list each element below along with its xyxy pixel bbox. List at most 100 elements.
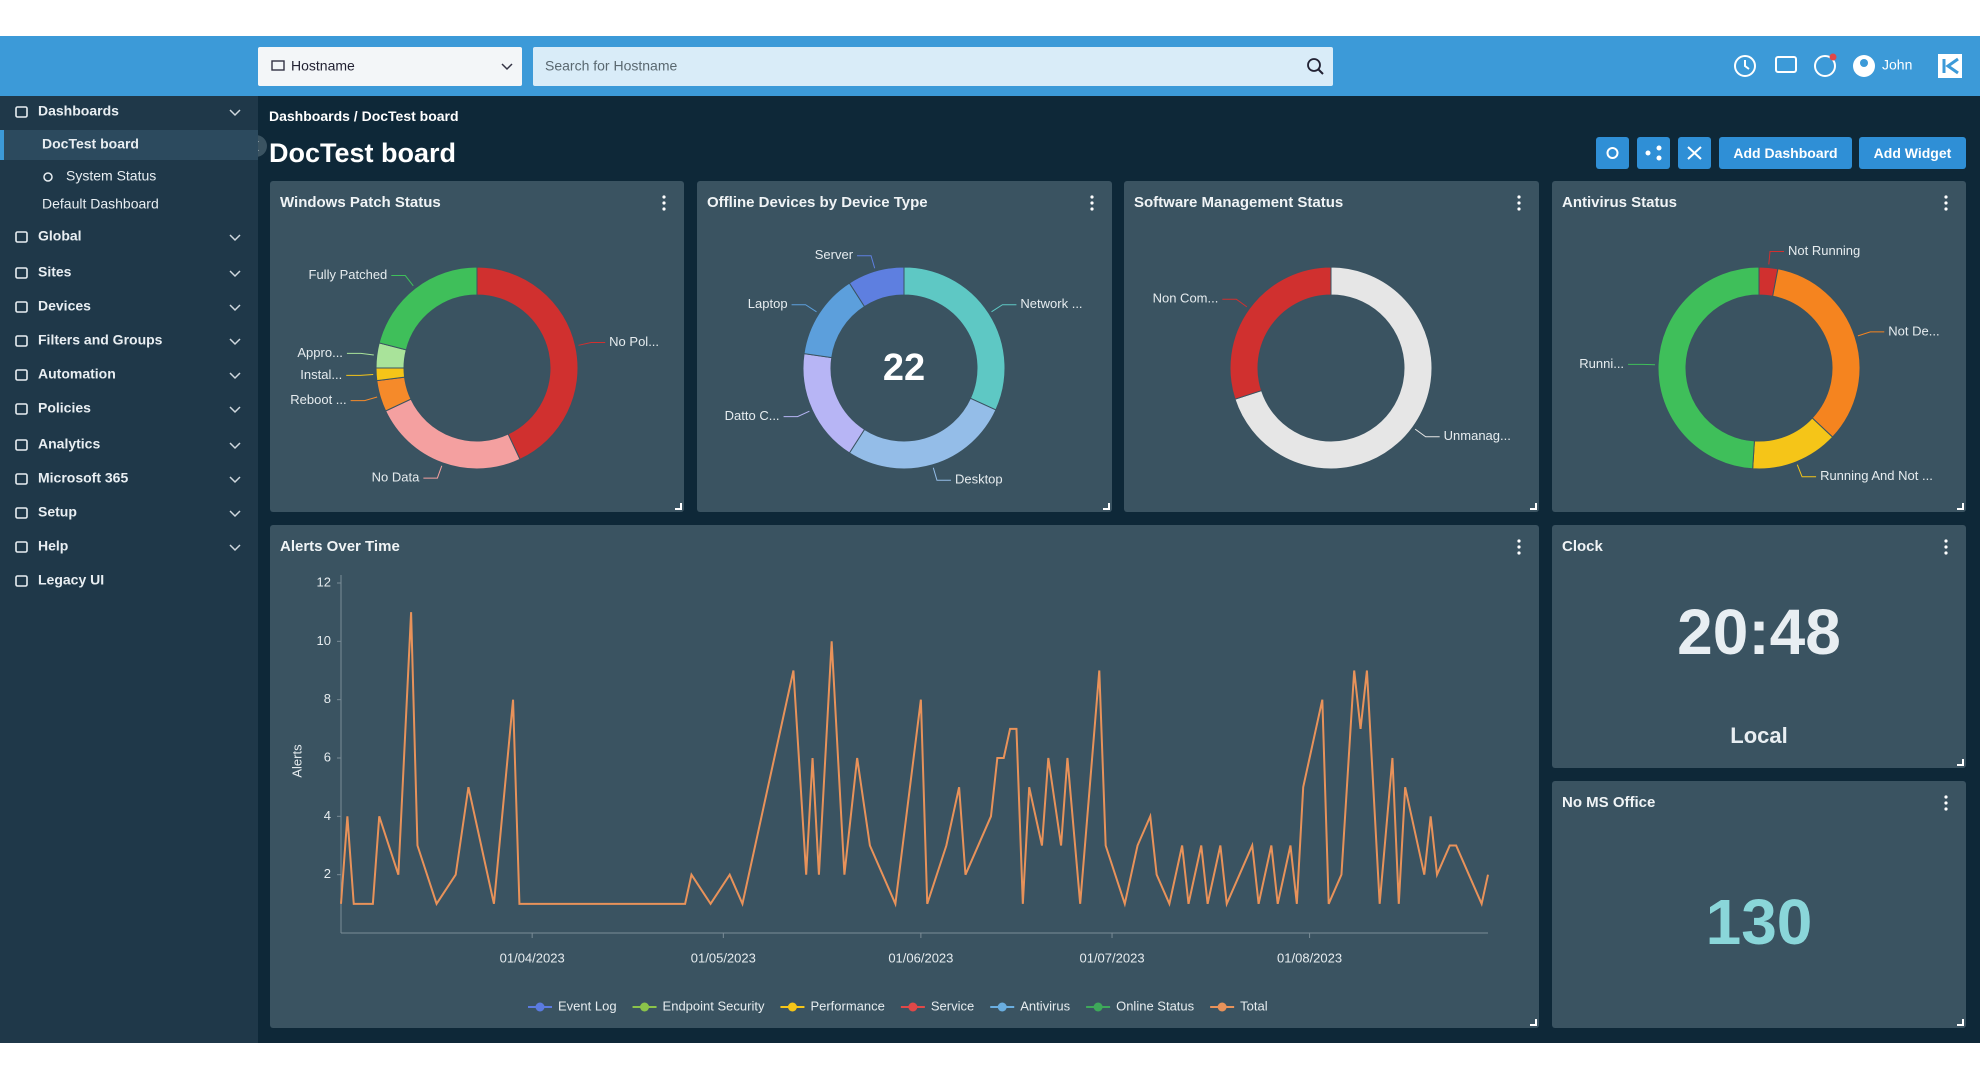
sidebar-label: Setup: [38, 504, 77, 520]
resize-handle[interactable]: [1530, 1019, 1537, 1026]
share-node: [1656, 155, 1662, 161]
sidebar-item[interactable]: System Status: [0, 162, 258, 192]
search-box[interactable]: Search for Hostname: [533, 47, 1333, 86]
sidebar-item-graphics: DocTest board: [42, 136, 139, 152]
widget-menu-dot[interactable]: [1517, 539, 1521, 543]
widget-menu-dot[interactable]: [1090, 201, 1094, 205]
resize-handle[interactable]: [1530, 503, 1537, 510]
leader-line: [346, 352, 374, 356]
legend-label[interactable]: Endpoint Security: [663, 998, 765, 1013]
resize-handle[interactable]: [1957, 503, 1964, 510]
sidebar-item[interactable]: Analytics: [0, 430, 258, 460]
sidebar-item[interactable]: Legacy UI: [0, 566, 258, 596]
slice-label: Desktop: [955, 472, 1003, 487]
widget-menu-dot[interactable]: [1517, 201, 1521, 205]
widget-menu-dot[interactable]: [1944, 801, 1948, 805]
leader-line: [1796, 464, 1817, 478]
y-axis-label: Alerts: [289, 744, 304, 778]
slice-label: Network ...: [1020, 296, 1082, 311]
widget-menu-dot[interactable]: [1944, 195, 1948, 199]
slice-label: Not Running: [1788, 243, 1860, 258]
y-tick-label: 4: [324, 808, 331, 823]
history-icon[interactable]: [1734, 55, 1756, 77]
widget-menu-dot[interactable]: [1944, 795, 1948, 799]
sidebar-item[interactable]: Automation: [0, 360, 258, 390]
widget-menu-dot[interactable]: [1944, 539, 1948, 543]
sidebar-item[interactable]: Devices: [0, 292, 258, 322]
legend-label[interactable]: Service: [931, 998, 974, 1013]
sidebar-item[interactable]: Dashboards: [0, 97, 258, 127]
count-value: 130: [1706, 886, 1813, 958]
slice-label: Not De...: [1888, 323, 1939, 338]
legend-marker: [787, 1002, 797, 1012]
donut-total: 22: [883, 347, 925, 389]
sidebar-label: Devices: [38, 298, 91, 314]
widget-menu-dot[interactable]: [1517, 551, 1521, 555]
help-icon[interactable]: [1814, 55, 1836, 77]
resize-handle[interactable]: [1957, 759, 1964, 766]
add-widget-button[interactable]: Add Widget: [1859, 137, 1966, 169]
widget-menu-dot[interactable]: [1517, 195, 1521, 199]
sidebar-item[interactable]: Setup: [0, 498, 258, 528]
sidebar-item[interactable]: Help: [0, 532, 258, 562]
sidebar-item[interactable]: DocTest board: [0, 130, 258, 160]
widget-menu-dot[interactable]: [662, 195, 666, 199]
resize-handle[interactable]: [675, 503, 682, 510]
y-tick-label: 8: [324, 691, 331, 706]
sidebar-item[interactable]: Filters and Groups: [0, 326, 258, 356]
legend-label[interactable]: Performance: [810, 998, 884, 1013]
widget-menu-dot[interactable]: [1517, 545, 1521, 549]
sidebar-icon: [15, 106, 28, 118]
donut-slice: [1229, 266, 1332, 400]
widget-menu-dot[interactable]: [1944, 807, 1948, 811]
sidebar-icon: [15, 267, 28, 279]
donut-slice: [1772, 268, 1861, 438]
widget-menu-dot[interactable]: [1944, 201, 1948, 205]
slice-label: Instal...: [300, 367, 342, 382]
legend-marker: [1093, 1002, 1103, 1012]
sidebar-item-graphics: Filters and Groups: [15, 332, 241, 348]
sidebar-label: Default Dashboard: [42, 196, 159, 212]
settings-button[interactable]: [1596, 137, 1629, 169]
x-tick-label: 01/06/2023: [888, 950, 953, 965]
leader-line: [857, 255, 876, 269]
widget-menu-dot[interactable]: [1944, 545, 1948, 549]
chat-icon[interactable]: [1775, 56, 1797, 73]
sidebar-item[interactable]: Global: [0, 222, 258, 252]
widget-menu-dot[interactable]: [1944, 551, 1948, 555]
widget-menu-dot[interactable]: [1090, 207, 1094, 211]
resize-handle[interactable]: [1957, 1019, 1964, 1026]
legend-label[interactable]: Online Status: [1116, 998, 1195, 1013]
search-icon: [1307, 58, 1321, 72]
user-name[interactable]: John: [1882, 57, 1912, 73]
slice-label: No Data: [372, 470, 420, 485]
widget-menu-dot[interactable]: [662, 207, 666, 211]
sidebar-item[interactable]: Microsoft 365: [0, 464, 258, 494]
donut-slice: [802, 353, 866, 454]
leader-line: [578, 341, 606, 346]
widget-menu-dot[interactable]: [1090, 195, 1094, 199]
donut-slice: [848, 397, 997, 470]
add-dashboard-button[interactable]: Add Dashboard: [1719, 137, 1852, 169]
slice-label: Runni...: [1579, 356, 1624, 371]
widget-menu-dot[interactable]: [1517, 207, 1521, 211]
sidebar-item[interactable]: Policies: [0, 394, 258, 424]
history-hands: [1744, 60, 1750, 70]
hostname-select[interactable]: Hostname: [258, 47, 522, 86]
user-head: [1860, 59, 1868, 67]
widget-menu-dot[interactable]: [662, 201, 666, 205]
breadcrumb: Dashboards / DocTest board: [269, 108, 459, 124]
sidebar-label: Global: [38, 228, 82, 244]
sidebar-item[interactable]: Default Dashboard: [0, 190, 258, 220]
sidebar-icon: [15, 403, 28, 415]
legend-label[interactable]: Event Log: [558, 998, 617, 1013]
resize-handle[interactable]: [1103, 503, 1110, 510]
widget-menu-dot[interactable]: [1944, 207, 1948, 211]
donut-slice: [803, 282, 866, 359]
sidebar-item[interactable]: Sites: [0, 258, 258, 288]
sidebar-icon: [15, 439, 28, 451]
legend-label[interactable]: Antivirus: [1020, 998, 1070, 1013]
sidebar-label: Legacy UI: [38, 572, 104, 588]
share-button[interactable]: [1637, 137, 1670, 169]
legend-label[interactable]: Total: [1240, 998, 1268, 1013]
